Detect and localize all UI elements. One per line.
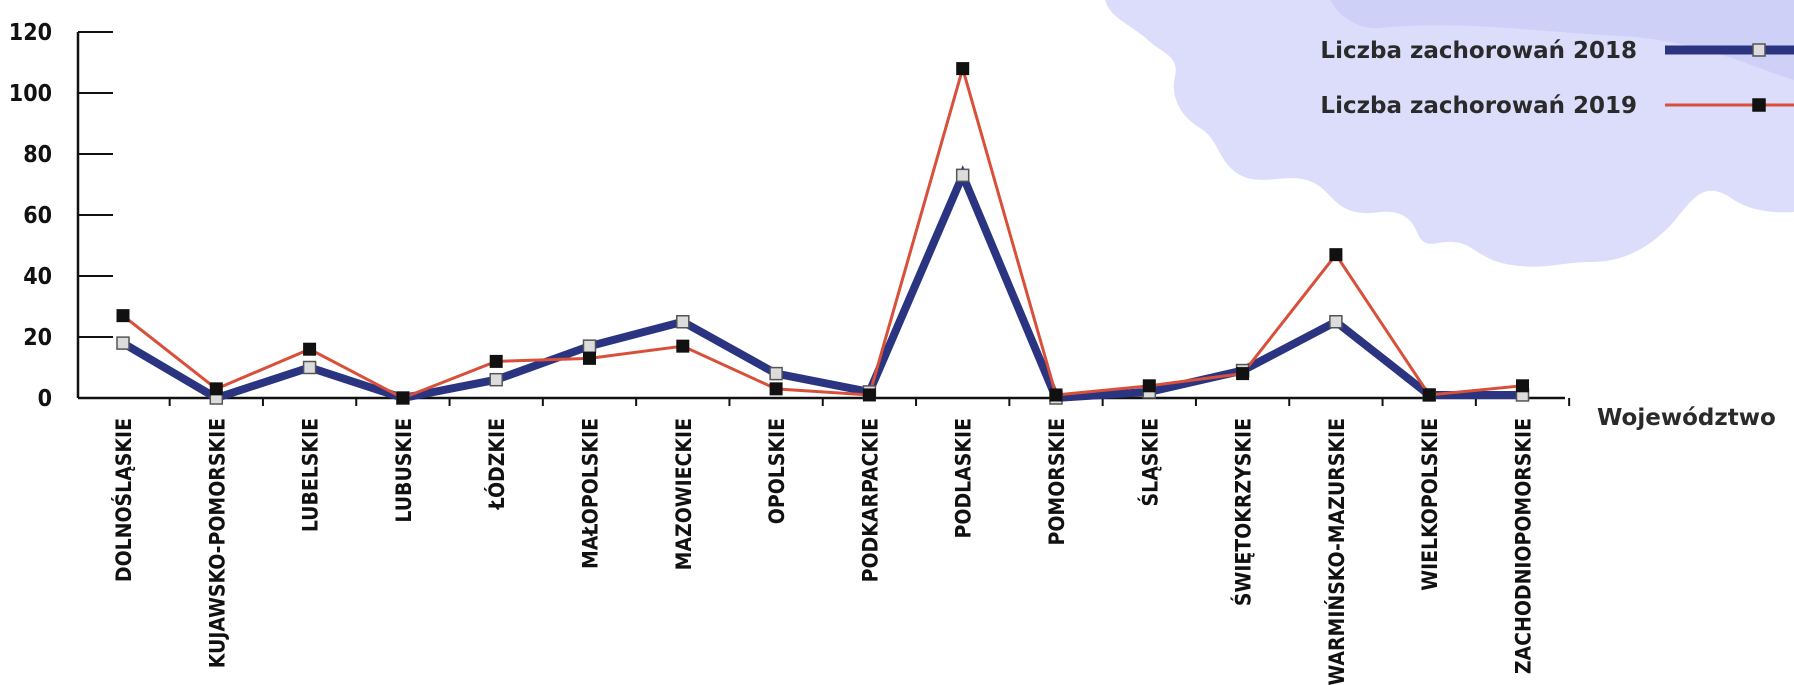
legend-marker-2 xyxy=(1752,98,1766,112)
data-point-series-2 xyxy=(1049,388,1063,402)
data-point-series-2 xyxy=(583,351,596,365)
x-tick-label: OPOLSKIE xyxy=(765,418,789,524)
y-tick-label: 20 xyxy=(23,325,52,351)
data-point-series-2 xyxy=(1329,248,1343,262)
data-point-series-2 xyxy=(1516,379,1529,393)
x-tick-label: POMORSKIE xyxy=(1045,418,1069,546)
x-tick-label: ŚLĄSKIE xyxy=(1137,418,1162,506)
data-point-series-1 xyxy=(582,339,597,353)
data-point-series-2 xyxy=(1142,379,1156,393)
x-tick-label: LUBELSKIE xyxy=(299,418,323,532)
series-line-1 xyxy=(120,165,1523,403)
data-point-series-2 xyxy=(303,342,317,356)
data-point-series-2 xyxy=(862,388,876,402)
legend-label-1: Liczba zachorowań 2018 xyxy=(1320,38,1637,64)
x-tick-label: PODLASKIE xyxy=(952,418,976,538)
background-map-shape-main xyxy=(1105,0,1794,267)
y-tick-label: 120 xyxy=(9,20,52,46)
data-point-series-2 xyxy=(489,354,503,368)
y-tick-label: 100 xyxy=(9,81,52,107)
data-point-series-2 xyxy=(769,382,783,396)
data-point-series-2 xyxy=(1422,388,1436,402)
x-tick-label: WARMIŃSKO-MAZURSKIE xyxy=(1324,418,1349,685)
data-point-series-1 xyxy=(116,336,130,350)
data-point-series-1 xyxy=(489,372,503,387)
x-axis-title: Województwo xyxy=(1597,405,1776,431)
legend-marker-1 xyxy=(1752,43,1766,57)
legend-label-2: Liczba zachorowań 2019 xyxy=(1320,93,1637,119)
data-point-series-2 xyxy=(116,309,130,323)
x-tick-label: ZACHODNIOPOMORSKIE xyxy=(1512,418,1536,674)
y-tick-label: 0 xyxy=(38,386,52,412)
data-point-series-2 xyxy=(956,62,970,76)
series-line-2 xyxy=(122,63,1523,400)
data-point-series-1 xyxy=(769,366,783,381)
x-tick-label: KUJAWSKO-POMORSKIE xyxy=(205,418,229,668)
x-tick-label: DOLNOŚLĄSKIE xyxy=(111,418,136,582)
background-map-shape xyxy=(1105,0,1794,267)
data-point-series-1 xyxy=(955,168,970,183)
data-point-series-2 xyxy=(676,339,690,353)
background-map-shape-highlight xyxy=(1330,0,1794,80)
series-group xyxy=(116,62,1530,405)
legend: Liczba zachorowań 2018 Liczba zachorowań … xyxy=(1320,38,1794,119)
data-point-series-2 xyxy=(396,391,410,405)
x-tick-label: ŁÓDZKIE xyxy=(484,418,509,510)
x-tick-label: ŚWIĘTOKRZYSKIE xyxy=(1231,418,1256,606)
data-point-series-2 xyxy=(1236,367,1250,381)
x-tick-label: MAŁOPOLSKIE xyxy=(579,418,603,569)
data-point-series-1 xyxy=(1329,315,1343,329)
x-tick-label: MAZOWIECKIE xyxy=(672,418,696,570)
y-tick-label: 60 xyxy=(23,203,52,229)
x-tick-label: WIELKOPOLSKIE xyxy=(1418,418,1442,591)
data-point-series-1 xyxy=(676,315,690,329)
data-point-series-2 xyxy=(209,382,223,396)
y-axis: 0 20 40 60 80 100 120 xyxy=(9,20,113,412)
y-tick-label: 40 xyxy=(23,264,52,290)
y-tick-label: 80 xyxy=(23,142,52,168)
x-axis: DOLNOŚLĄSKIE KUJAWSKO-POMORSKIE LUBELSKIE L… xyxy=(78,396,1571,685)
x-tick-label: LUBUSKIE xyxy=(392,418,416,523)
data-point-series-1 xyxy=(302,360,317,375)
x-tick-label: PODKARPACKIE xyxy=(858,418,882,582)
